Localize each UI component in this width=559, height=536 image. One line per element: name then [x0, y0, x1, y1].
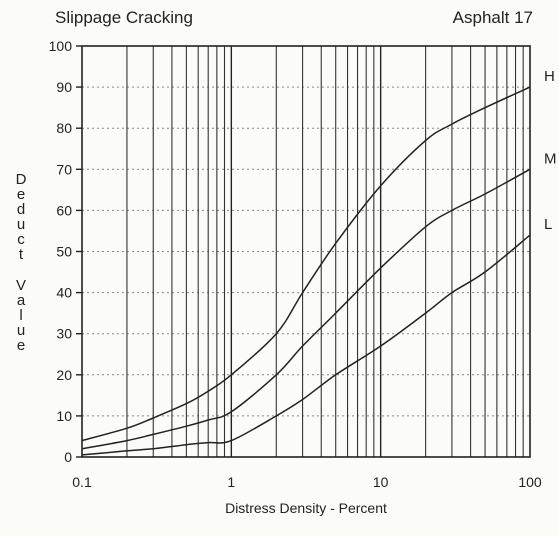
y-tick-label: 30: [56, 326, 72, 342]
y-tick-label: 80: [56, 120, 72, 136]
y-tick-label: 10: [56, 408, 72, 424]
x-tick-label: 0.1: [72, 474, 92, 490]
y-axis-label-letter: D: [15, 171, 27, 188]
x-tick-label: 100: [518, 474, 542, 490]
y-axis-label-letter: e: [16, 337, 26, 354]
x-tick-label: 10: [373, 474, 389, 490]
y-tick-label: 70: [56, 161, 72, 177]
y-axis-label-letter: e: [16, 186, 26, 203]
y-axis-label-letter: u: [16, 216, 26, 233]
x-tick-label: 1: [227, 474, 235, 490]
x-axis-label: Distress Density - Percent: [225, 500, 387, 516]
y-tick-label: 100: [49, 38, 73, 54]
y-tick-label: 40: [56, 285, 72, 301]
y-tick-label: 60: [56, 202, 72, 218]
y-tick-label: 90: [56, 79, 72, 95]
series-line-m: [81, 168, 531, 450]
y-tick-label: 20: [56, 367, 72, 383]
series-label-h: H: [544, 68, 555, 85]
y-axis-label-letter: u: [16, 322, 26, 339]
y-tick-label: 0: [64, 449, 72, 465]
series-line-h: [81, 86, 531, 442]
y-axis-label-letter: t: [18, 246, 24, 263]
series-line-l: [81, 234, 531, 456]
chart-subtitle: Asphalt 17: [452, 8, 533, 27]
y-axis-label-letter: V: [15, 277, 26, 294]
y-axis-label-letter: d: [16, 201, 26, 218]
series-label-m: M: [544, 150, 557, 167]
chart-title: Slippage Cracking: [55, 8, 193, 27]
series-label-l: L: [544, 216, 552, 233]
y-tick-label: 50: [56, 244, 72, 260]
y-axis-label-letter: a: [16, 292, 26, 309]
y-axis-label-letter: l: [19, 307, 23, 324]
y-axis-label-letter: c: [17, 231, 25, 248]
